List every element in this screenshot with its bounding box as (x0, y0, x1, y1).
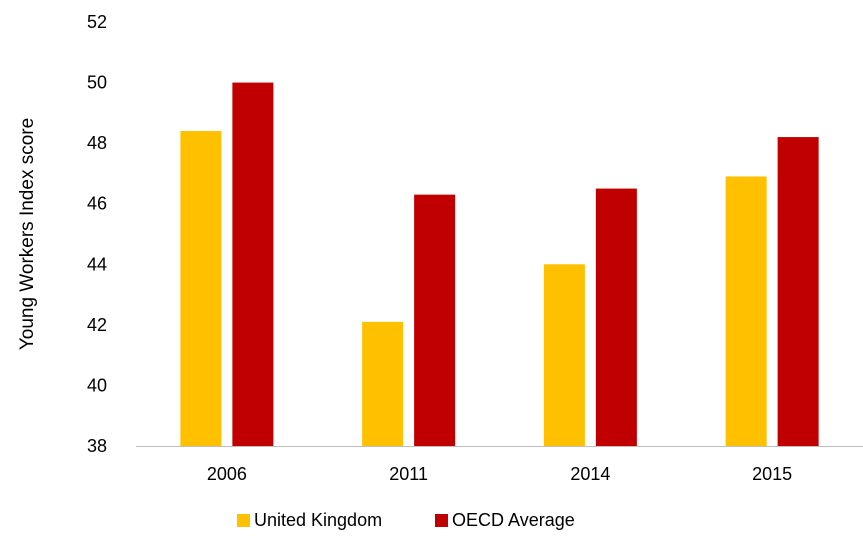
legend-label: OECD Average (452, 510, 575, 530)
bar (414, 194, 456, 446)
legend-swatch (237, 514, 250, 527)
bar (777, 137, 819, 447)
bar (362, 321, 404, 446)
y-tick-label: 44 (87, 254, 107, 274)
y-axis-title: Young Workers Index score (17, 118, 38, 350)
bars (180, 82, 819, 447)
y-tick-label: 50 (87, 73, 107, 93)
legend: United Kingdom OECD Average (237, 510, 575, 530)
x-category-label: 2006 (207, 464, 247, 484)
y-tick-label: 40 (87, 375, 107, 395)
x-axis-category-labels: 2006 2011 2014 2015 (207, 464, 792, 484)
y-tick-label: 38 (87, 436, 107, 456)
bar (232, 82, 274, 447)
bar (180, 131, 222, 446)
x-category-label: 2014 (570, 464, 610, 484)
legend-label: United Kingdom (254, 510, 382, 530)
bar (543, 264, 585, 446)
y-tick-label: 52 (87, 12, 107, 32)
y-axis-tick-labels: 38 40 42 44 46 48 50 52 (87, 12, 107, 456)
bar (725, 176, 767, 446)
bar (595, 188, 637, 447)
x-category-label: 2015 (752, 464, 792, 484)
y-tick-label: 42 (87, 315, 107, 335)
x-category-label: 2011 (389, 464, 428, 484)
legend-swatch (435, 514, 448, 527)
y-tick-label: 48 (87, 133, 107, 153)
y-tick-label: 46 (87, 194, 107, 214)
